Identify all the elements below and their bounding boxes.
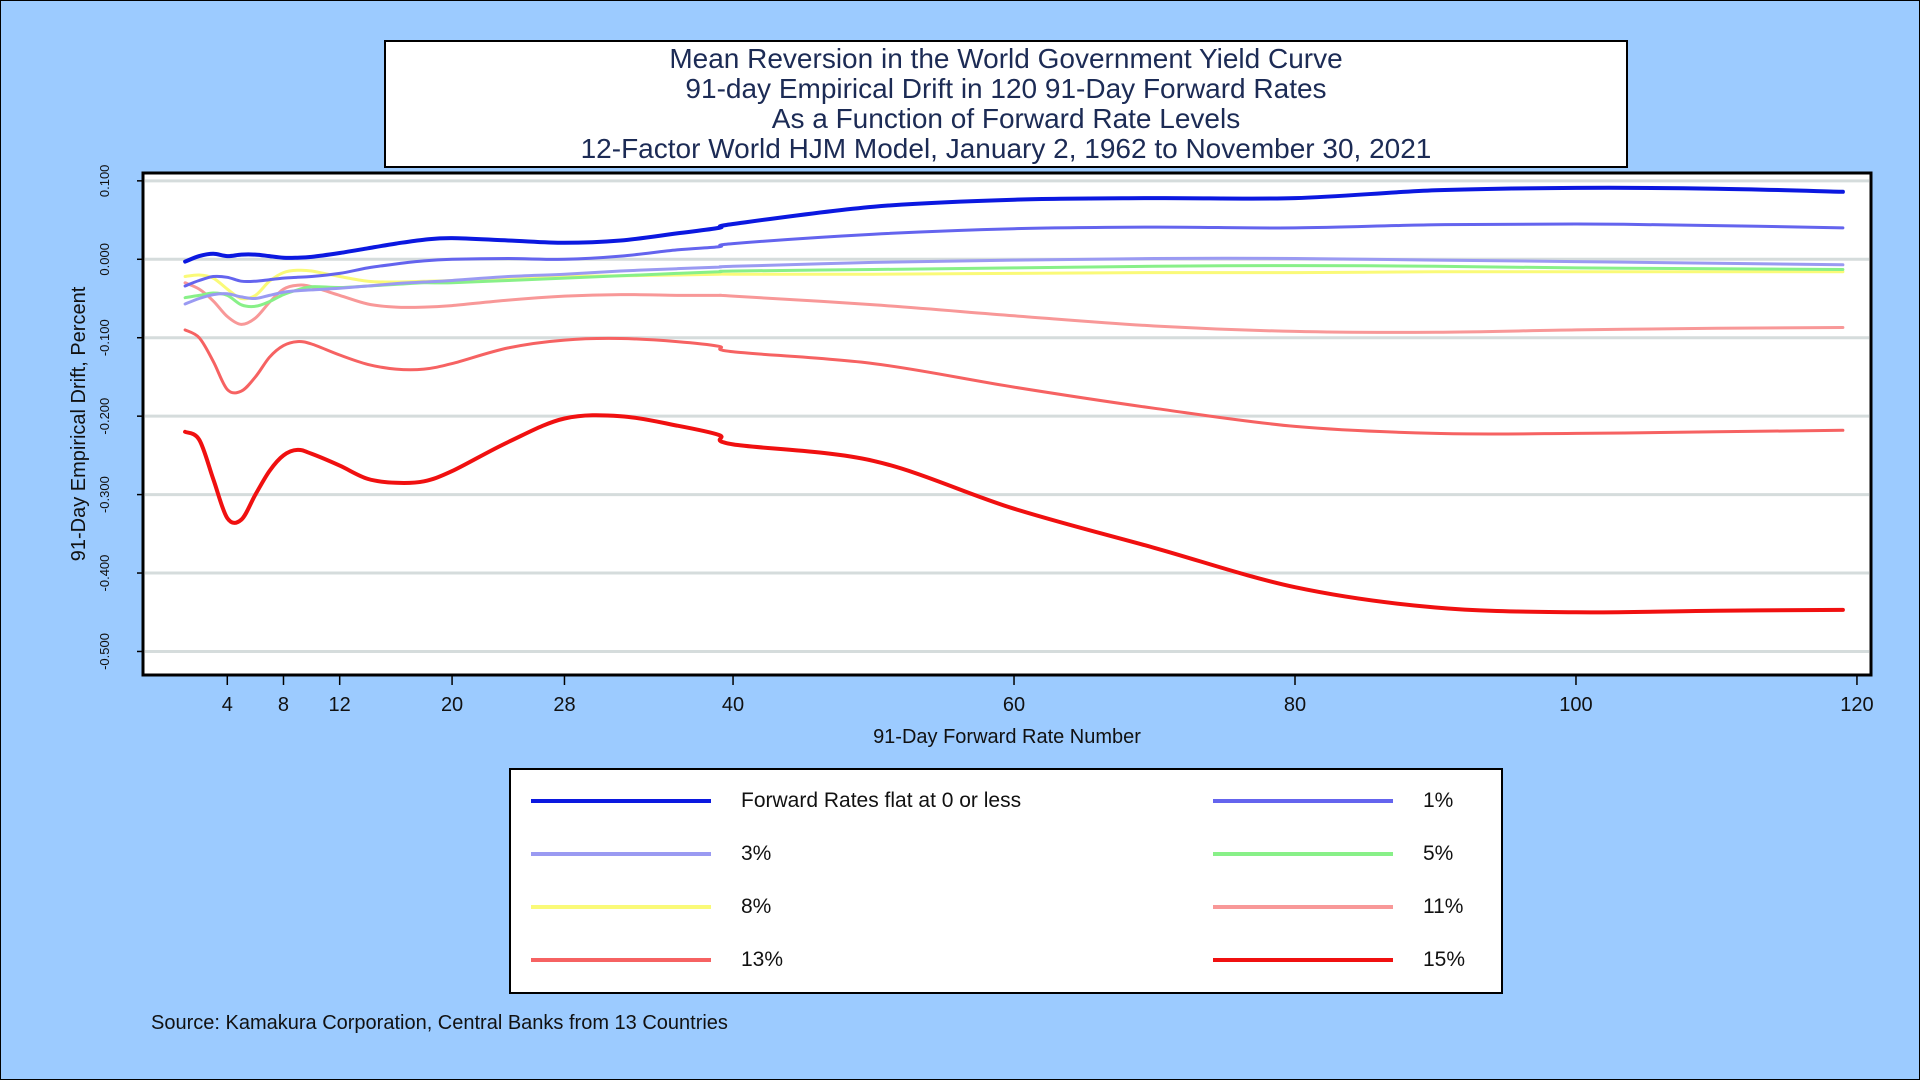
y-axis-label: 91-Day Empirical Drift, Percent	[68, 286, 90, 561]
series-line-2	[183, 222, 1845, 288]
legend-label: 1%	[1423, 789, 1454, 812]
legend-label: 11%	[1423, 895, 1464, 918]
plot-area	[141, 171, 1873, 677]
series-line-6	[183, 281, 1845, 334]
legend-swatch	[1213, 905, 1393, 909]
legend-swatch	[531, 905, 711, 909]
series-line-5	[183, 268, 1845, 301]
series-line-4	[183, 264, 1845, 309]
y-tick-label: -0.200	[97, 398, 112, 435]
x-axis-label: 91-Day Forward Rate Number	[873, 726, 1141, 748]
x-tick-label: 120	[1840, 694, 1873, 716]
x-tick-label: 40	[722, 694, 744, 716]
chart-title-line-4: 12-Factor World HJM Model, January 2, 19…	[580, 133, 1432, 164]
x-tick-label: 12	[329, 694, 351, 716]
legend-label: 5%	[1423, 842, 1454, 865]
x-tick-label: 100	[1559, 694, 1592, 716]
legend-swatch	[1213, 958, 1393, 962]
legend-swatch	[1213, 852, 1393, 856]
x-tick-label: 80	[1284, 694, 1306, 716]
legend-swatch	[1213, 799, 1393, 803]
axis-ticks: 0.100 0.000 -0.100 -0.200 -0.300 -0.400 -0.500…	[97, 165, 1874, 716]
y-tick-label: -0.400	[97, 555, 112, 592]
legend-label: 13%	[741, 948, 784, 971]
y-tick-label: -0.500	[97, 633, 112, 670]
x-tick-label: 8	[278, 694, 289, 716]
legend-item-4: 5%	[1213, 839, 1453, 869]
legend-item-2: 1%	[1213, 786, 1453, 816]
legend-item-5: 8%	[531, 892, 771, 922]
y-tick-label: 0.100	[97, 165, 112, 198]
series-line-3	[183, 256, 1845, 306]
chart-title-line-3: As a Function of Forward Rate Levels	[771, 103, 1241, 134]
legend-item-6: 11%	[1213, 892, 1463, 922]
legend-item-1: Forward Rates flat at 0 or less	[531, 786, 1021, 816]
x-tick-label: 60	[1003, 694, 1025, 716]
legend-label: Forward Rates flat at 0 or less	[741, 789, 1022, 812]
chart-title-line-2: 91-day Empirical Drift in 120 91-Day For…	[685, 73, 1327, 104]
chart-title-line-1: Mean Reversion in the World Government Y…	[669, 43, 1343, 74]
x-tick-label: 4	[222, 694, 233, 716]
y-tick-label: 0.000	[97, 243, 112, 276]
y-tick-label: -0.300	[97, 476, 112, 513]
legend-item-7: 13%	[531, 945, 783, 975]
legend-label: 3%	[741, 842, 772, 865]
legend-swatch	[531, 799, 711, 803]
series-line-7	[183, 328, 1845, 436]
series-lines	[183, 185, 1845, 615]
chart-title-box: Mean Reversion in the World Government Y…	[384, 40, 1628, 168]
legend-item-3: 3%	[531, 839, 771, 869]
source-note: Source: Kamakura Corporation, Central Ba…	[151, 1012, 728, 1034]
series-line-1	[183, 185, 1845, 264]
x-tick-label: 28	[553, 694, 575, 716]
legend-item-8: 15%	[1213, 945, 1465, 975]
legend-swatch	[531, 852, 711, 856]
x-tick-label: 20	[441, 694, 463, 716]
series-line-8	[183, 413, 1845, 615]
legend: Forward Rates flat at 0 or less 1% 3% 5% 8% 1…	[509, 768, 1503, 994]
legend-swatch	[531, 958, 711, 962]
legend-label: 15%	[1423, 948, 1466, 971]
y-tick-label: -0.100	[97, 319, 112, 356]
legend-label: 8%	[741, 895, 772, 918]
